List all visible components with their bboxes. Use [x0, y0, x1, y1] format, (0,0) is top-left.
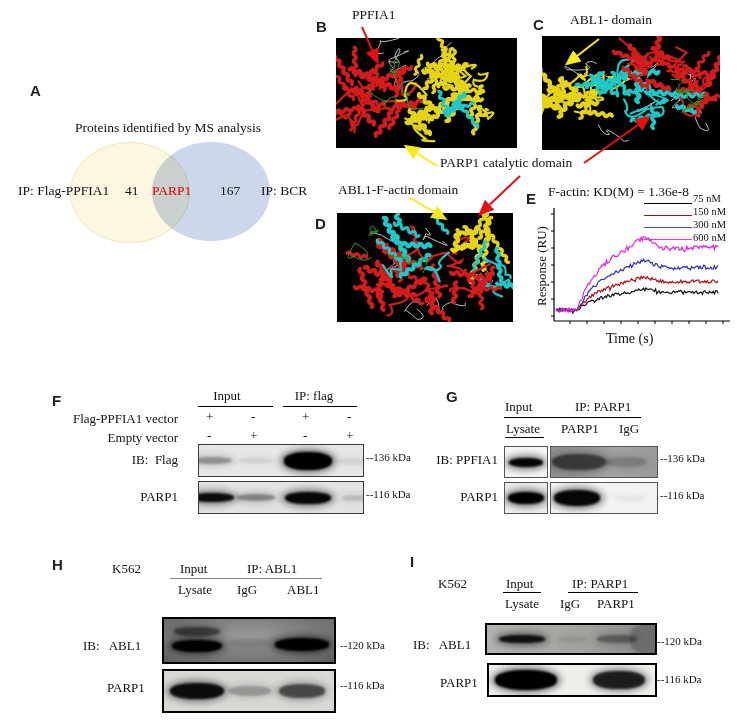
- structure-image-c: [542, 36, 720, 150]
- g-blot2-lysate: [504, 482, 548, 514]
- f-r1v2: -: [251, 409, 256, 425]
- h-blot2-label: PARP1: [107, 680, 145, 696]
- spr-chart: [540, 200, 738, 332]
- venn-left-count: 41: [125, 183, 139, 199]
- f-blot2-label: PARP1: [40, 489, 178, 505]
- arrow-parp1-catalytic-to-d: [481, 176, 520, 213]
- venn-right-count: 167: [220, 183, 240, 199]
- panel-d-annotation: ABL1-F-actin domain: [338, 182, 458, 198]
- i-underline-input: [503, 592, 541, 593]
- f-r2v3: -: [303, 428, 308, 444]
- panel-i-letter: I: [410, 553, 414, 570]
- g-blot2-label: PARP1: [420, 489, 498, 505]
- g-lane-lysate: Lysate: [506, 421, 540, 437]
- f-row2-label: Empty vector: [40, 430, 178, 446]
- i-underline-ip: [568, 592, 638, 593]
- i-blot2-label: PARP1: [440, 675, 478, 691]
- f-r1v1: +: [206, 409, 214, 425]
- g-header-input: Input: [505, 399, 532, 415]
- g-blot1-label: IB: PPFIA1: [420, 452, 498, 468]
- shared-annotation: PARP1 catalytic domain: [440, 155, 572, 171]
- figure: A Proteins identified by MS analysis IP:…: [0, 0, 745, 722]
- panel-f-letter: F: [52, 392, 61, 409]
- panel-h-letter: H: [52, 556, 63, 573]
- f-r2v4: +: [346, 428, 354, 444]
- arrow-parp1-catalytic-to-b: [407, 147, 437, 166]
- venn-title: Proteins identified by MS analysis: [48, 120, 288, 136]
- i-cellline: K562: [438, 576, 467, 592]
- f-header-ipflag: IP: flag: [283, 388, 345, 404]
- g-blot1-lysate: [504, 446, 548, 478]
- i-header-ipparp1: IP: PARP1: [572, 576, 628, 592]
- h-header-ipabl1: IP: ABL1: [247, 561, 297, 577]
- panel-c-letter: C: [533, 16, 544, 33]
- i-blot1: [485, 623, 657, 655]
- g-lane-igg: IgG: [619, 421, 639, 437]
- f-blot1-marker: --136 kDa: [366, 451, 411, 463]
- venn-left-label: IP: Flag-PPFIA1: [18, 183, 109, 199]
- h-header-input: Input: [180, 561, 207, 577]
- h-blot1: [162, 617, 336, 664]
- panel-e-letter: E: [526, 190, 536, 207]
- f-blot2: [198, 481, 364, 514]
- panel-g-letter: G: [446, 388, 458, 405]
- h-blot1-label: IB: ABL1: [83, 638, 141, 654]
- h-underline: [170, 578, 322, 579]
- structure-image-b: [336, 38, 517, 148]
- i-blot2: [487, 663, 657, 697]
- h-lane-igg: IgG: [237, 582, 257, 598]
- f-blot1: [198, 444, 364, 477]
- g-underline-lysate: [505, 437, 544, 438]
- h-lane-lysate: Lysate: [178, 582, 212, 598]
- g-blot1-ip: [550, 446, 658, 478]
- f-row1-label: Flag-PPFIA1 vector: [40, 411, 178, 427]
- f-header-input: Input: [192, 388, 262, 404]
- venn-right-label: IP: BCR: [261, 183, 307, 199]
- i-lane-lysate: Lysate: [505, 596, 539, 612]
- i-lane-igg: IgG: [560, 596, 580, 612]
- spr-title: F-actin: KD(M) = 1.36e-8: [548, 184, 689, 200]
- h-cellline: K562: [112, 561, 141, 577]
- structure-image-d: [337, 213, 513, 322]
- venn-overlap-label: PARP1: [152, 183, 191, 199]
- f-r2v2: +: [250, 428, 258, 444]
- panel-b-letter: B: [316, 18, 327, 35]
- i-header-input: Input: [506, 576, 533, 592]
- i-blot1-label: IB: ABL1: [413, 637, 471, 653]
- f-blot2-marker: --116 kDa: [366, 488, 411, 500]
- f-r1v3: +: [302, 409, 310, 425]
- h-lane-abl1: ABL1: [287, 582, 320, 598]
- panel-d-letter: D: [315, 215, 326, 232]
- h-blot2: [162, 669, 336, 713]
- g-blot2-marker: --116 kDa: [660, 489, 705, 501]
- i-blot2-marker: --116 kDa: [657, 673, 702, 685]
- g-blot1-marker: --136 kDa: [660, 452, 705, 464]
- g-header-ipparp1: IP: PARP1: [575, 399, 631, 415]
- i-lane-parp1: PARP1: [597, 596, 635, 612]
- h-blot2-marker: --116 kDa: [340, 679, 385, 691]
- spr-xlabel: Time (s): [606, 331, 653, 347]
- h-blot1-marker: --120 kDa: [340, 639, 385, 651]
- g-underline: [504, 417, 641, 418]
- f-underline-input: [198, 406, 273, 407]
- f-blot1-label: IB: Flag: [40, 452, 178, 468]
- i-blot1-marker: --120 kDa: [657, 635, 702, 647]
- f-underline-ipflag: [283, 406, 357, 407]
- panel-b-annotation: PPFIA1: [352, 7, 396, 23]
- g-blot2-ip: [550, 482, 658, 514]
- f-r1v4: -: [347, 409, 352, 425]
- f-r2v1: -: [207, 428, 212, 444]
- panel-c-annotation: ABL1- domain: [570, 12, 652, 28]
- g-lane-parp1: PARP1: [561, 421, 599, 437]
- panel-a-letter: A: [30, 82, 41, 99]
